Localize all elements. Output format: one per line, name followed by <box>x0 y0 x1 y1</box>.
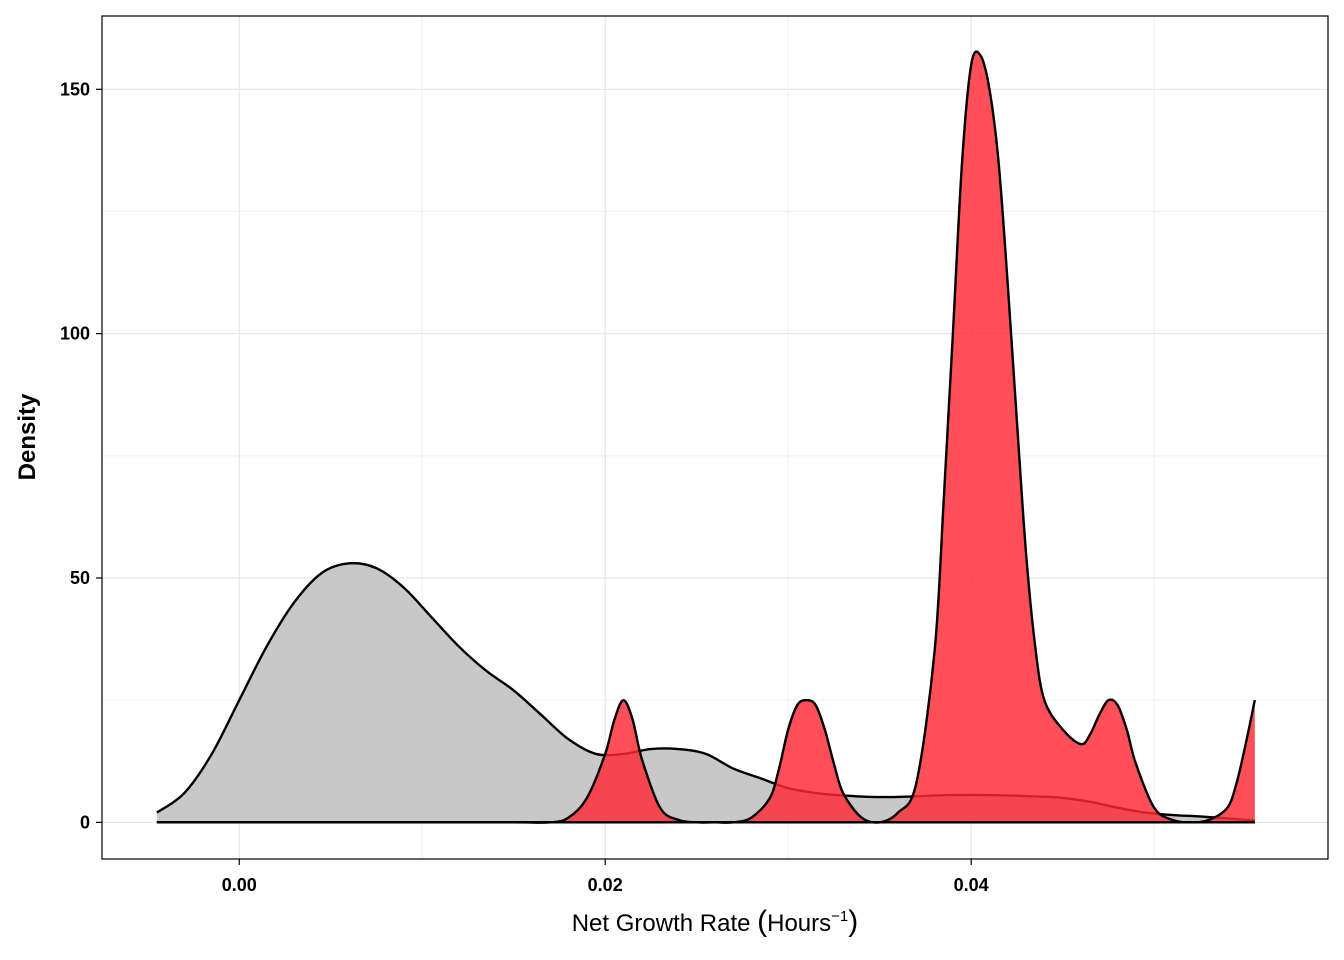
y-tick-label: 100 <box>60 324 90 344</box>
y-axis: 0 50 100 150 <box>60 79 102 832</box>
density-area-2 <box>156 51 1255 823</box>
density-curve-2 <box>156 50 1256 824</box>
series-layer <box>156 50 1256 824</box>
x-axis-title: Net Growth Rate (Hours−1) <box>572 905 859 938</box>
y-tick-label: 150 <box>60 79 90 99</box>
y-tick-label: 0 <box>80 812 90 832</box>
x-tick-label: 0.04 <box>954 875 989 895</box>
x-tick-label: 0.00 <box>222 875 257 895</box>
density-area-1 <box>156 563 1255 823</box>
x-tick-label: 0.02 <box>588 875 623 895</box>
plot-panel-border <box>101 15 1329 860</box>
y-tick-label: 50 <box>70 568 90 588</box>
y-axis-title: Density <box>14 393 41 480</box>
x-axis: 0.00 0.02 0.04 <box>222 859 989 895</box>
